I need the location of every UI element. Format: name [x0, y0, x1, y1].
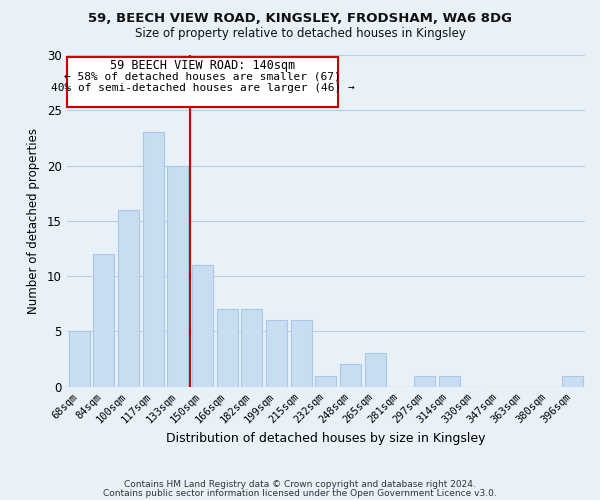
Bar	[217, 309, 238, 386]
Bar	[167, 166, 188, 386]
Bar	[143, 132, 164, 386]
Bar	[68, 332, 89, 386]
Bar	[439, 376, 460, 386]
Text: Size of property relative to detached houses in Kingsley: Size of property relative to detached ho…	[134, 28, 466, 40]
Bar	[290, 320, 311, 386]
X-axis label: Distribution of detached houses by size in Kingsley: Distribution of detached houses by size …	[166, 432, 485, 445]
Bar	[93, 254, 114, 386]
Bar	[266, 320, 287, 386]
Bar	[316, 376, 337, 386]
Text: 40% of semi-detached houses are larger (46) →: 40% of semi-detached houses are larger (…	[51, 83, 355, 93]
Bar	[365, 354, 386, 386]
Bar	[118, 210, 139, 386]
Bar	[414, 376, 435, 386]
Bar	[340, 364, 361, 386]
FancyBboxPatch shape	[67, 56, 338, 107]
Bar	[562, 376, 583, 386]
Text: ← 58% of detached houses are smaller (67): ← 58% of detached houses are smaller (67…	[64, 72, 341, 82]
Text: 59 BEECH VIEW ROAD: 140sqm: 59 BEECH VIEW ROAD: 140sqm	[110, 60, 295, 72]
Text: Contains public sector information licensed under the Open Government Licence v3: Contains public sector information licen…	[103, 488, 497, 498]
Text: Contains HM Land Registry data © Crown copyright and database right 2024.: Contains HM Land Registry data © Crown c…	[124, 480, 476, 489]
Bar	[241, 309, 262, 386]
Y-axis label: Number of detached properties: Number of detached properties	[27, 128, 40, 314]
Text: 59, BEECH VIEW ROAD, KINGSLEY, FRODSHAM, WA6 8DG: 59, BEECH VIEW ROAD, KINGSLEY, FRODSHAM,…	[88, 12, 512, 26]
Bar	[192, 265, 213, 386]
